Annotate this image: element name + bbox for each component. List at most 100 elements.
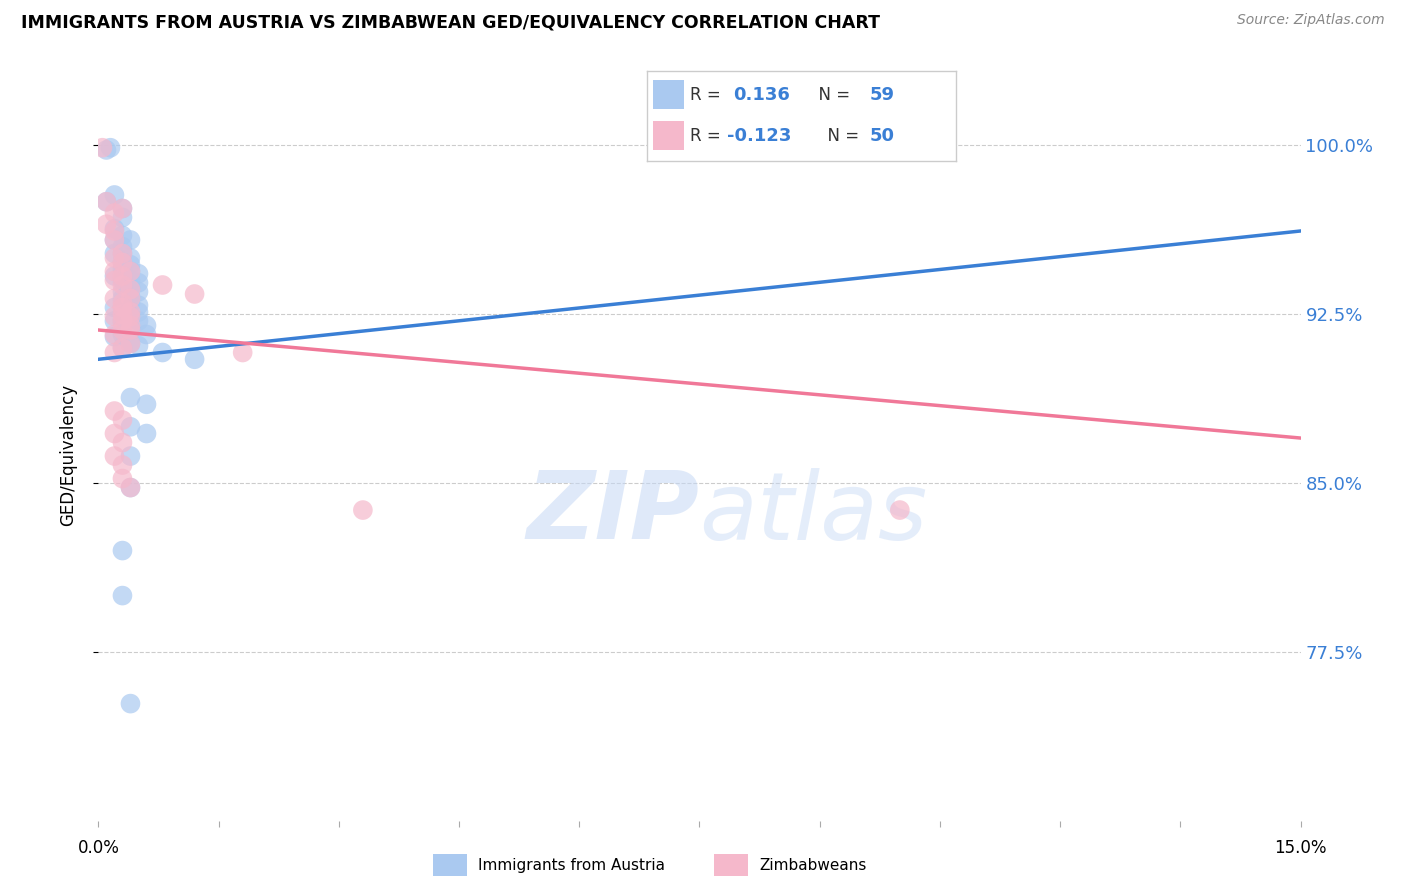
Text: R =: R = bbox=[690, 86, 731, 103]
Text: Source: ZipAtlas.com: Source: ZipAtlas.com bbox=[1237, 13, 1385, 28]
Point bbox=[111, 301, 134, 315]
Point bbox=[120, 258, 142, 272]
Point bbox=[111, 240, 134, 254]
Bar bbox=[652, 121, 683, 150]
Text: -0.123: -0.123 bbox=[727, 127, 792, 145]
Point bbox=[111, 246, 134, 260]
Point bbox=[135, 397, 157, 411]
Point bbox=[120, 391, 142, 405]
Point bbox=[120, 419, 142, 434]
Point bbox=[120, 697, 142, 711]
Point bbox=[111, 228, 134, 243]
Point bbox=[111, 296, 134, 310]
Text: ZIP: ZIP bbox=[527, 467, 700, 559]
Point bbox=[111, 262, 134, 277]
Point bbox=[103, 301, 125, 315]
Point bbox=[120, 264, 142, 278]
Point bbox=[128, 285, 150, 299]
Point bbox=[111, 471, 134, 485]
Point bbox=[96, 194, 118, 209]
Point bbox=[103, 310, 125, 324]
Point bbox=[120, 233, 142, 247]
Point bbox=[103, 221, 125, 235]
Point bbox=[111, 285, 134, 299]
Point bbox=[103, 264, 125, 278]
Point bbox=[96, 143, 118, 157]
Point bbox=[120, 310, 142, 324]
Point bbox=[111, 341, 134, 355]
Point bbox=[128, 298, 150, 312]
Point bbox=[889, 503, 911, 517]
Point bbox=[120, 449, 142, 463]
Point bbox=[120, 323, 142, 337]
Point bbox=[111, 413, 134, 427]
Point bbox=[103, 330, 125, 344]
Point bbox=[91, 141, 114, 155]
Point bbox=[120, 323, 142, 337]
Point bbox=[120, 336, 142, 351]
Text: 15.0%: 15.0% bbox=[1274, 838, 1327, 856]
Point bbox=[232, 345, 254, 359]
Point bbox=[96, 194, 118, 209]
Text: Zimbabweans: Zimbabweans bbox=[759, 858, 866, 872]
Point bbox=[103, 268, 125, 283]
Point bbox=[103, 345, 125, 359]
Bar bbox=[652, 80, 683, 109]
Point bbox=[100, 141, 122, 155]
Point bbox=[111, 202, 134, 216]
Point bbox=[111, 543, 134, 558]
Point bbox=[120, 318, 142, 333]
Point bbox=[103, 206, 125, 220]
Point bbox=[120, 273, 142, 287]
Point bbox=[120, 310, 142, 324]
Text: Immigrants from Austria: Immigrants from Austria bbox=[478, 858, 665, 872]
Point bbox=[135, 318, 157, 333]
Point bbox=[111, 589, 134, 603]
Point bbox=[128, 305, 150, 319]
Point bbox=[96, 217, 118, 231]
Point bbox=[183, 352, 205, 367]
Point bbox=[111, 458, 134, 472]
Point bbox=[103, 314, 125, 328]
Point bbox=[103, 251, 125, 265]
Point bbox=[111, 268, 134, 283]
Point bbox=[103, 426, 125, 441]
Point bbox=[120, 296, 142, 310]
Text: N =: N = bbox=[807, 86, 855, 103]
Point bbox=[111, 278, 134, 293]
Text: N =: N = bbox=[817, 127, 865, 145]
Point bbox=[111, 435, 134, 450]
Point bbox=[103, 404, 125, 418]
Point bbox=[128, 276, 150, 290]
Point bbox=[111, 211, 134, 225]
Point bbox=[103, 188, 125, 202]
Point bbox=[111, 301, 134, 315]
Point bbox=[120, 292, 142, 306]
Point bbox=[128, 314, 150, 328]
Point bbox=[152, 278, 174, 293]
Point bbox=[183, 287, 205, 301]
Point bbox=[103, 292, 125, 306]
Point bbox=[120, 481, 142, 495]
Bar bbox=[433, 855, 467, 876]
Point bbox=[120, 264, 142, 278]
Point bbox=[103, 224, 125, 238]
Point bbox=[103, 233, 125, 247]
Point bbox=[120, 289, 142, 303]
Point bbox=[111, 255, 134, 269]
Point bbox=[128, 339, 150, 353]
Point bbox=[111, 341, 134, 355]
Point bbox=[111, 327, 134, 342]
Point bbox=[111, 323, 134, 337]
Text: 0.0%: 0.0% bbox=[77, 838, 120, 856]
Text: 59: 59 bbox=[869, 86, 894, 103]
Y-axis label: GED/Equivalency: GED/Equivalency bbox=[59, 384, 77, 526]
Text: R =: R = bbox=[690, 127, 725, 145]
Point bbox=[128, 267, 150, 281]
Point bbox=[120, 336, 142, 351]
Point bbox=[103, 233, 125, 247]
Text: 0.136: 0.136 bbox=[734, 86, 790, 103]
Point bbox=[111, 255, 134, 269]
Point bbox=[111, 292, 134, 306]
Point bbox=[352, 503, 374, 517]
